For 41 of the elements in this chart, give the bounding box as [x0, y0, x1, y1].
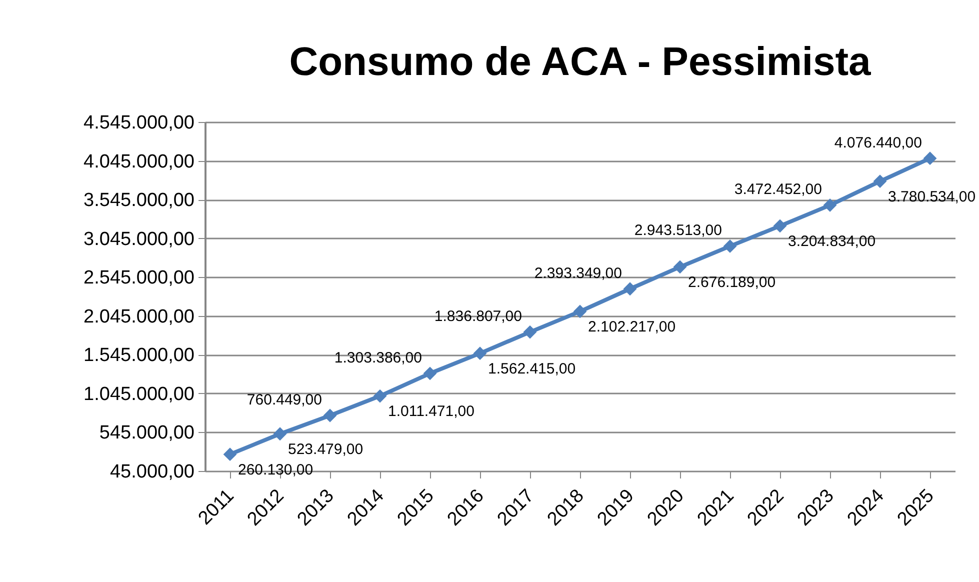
data-label: 1.562.415,00	[488, 360, 576, 378]
point	[823, 198, 837, 212]
data-label: 3.204.834,00	[788, 232, 876, 250]
point	[923, 152, 937, 166]
data-label: 260.130,00	[238, 461, 314, 478]
y-tick-label: 1.545.000,00	[84, 345, 194, 366]
data-label: 1.303.386,00	[334, 349, 422, 366]
y-tick-label: 4.545.000,00	[84, 112, 194, 134]
data-label: 3.472.452,00	[734, 181, 822, 198]
point	[373, 389, 387, 403]
point	[723, 239, 737, 253]
point	[623, 282, 637, 296]
point	[773, 219, 787, 233]
data-label: 4.076.440,00	[834, 134, 922, 152]
data-label: 2.102.217,00	[588, 318, 676, 336]
point	[873, 174, 887, 188]
point	[423, 366, 437, 380]
data-label: 2.676.189,00	[688, 274, 776, 291]
data-label: 3.780.534,00	[888, 188, 976, 206]
point	[673, 260, 687, 274]
data-label: 1.836.807,00	[434, 308, 522, 326]
data-label: 1.011.471,00	[388, 403, 474, 420]
y-tick-label: 1.045.000,00	[84, 384, 194, 405]
point	[273, 427, 287, 441]
data-label: 523.479,00	[288, 440, 364, 458]
y-tick-label: 2.045.000,00	[84, 306, 194, 328]
point	[573, 304, 587, 318]
data-label: 2.943.513,00	[634, 222, 722, 240]
y-tick-label: 3.045.000,00	[84, 228, 194, 250]
data-label: 2.393.349,00	[534, 264, 622, 282]
point	[523, 325, 537, 339]
y-tick-label: 4.045.000,00	[84, 151, 194, 172]
data-label: 760.449,00	[246, 392, 322, 409]
point	[223, 448, 237, 462]
point	[473, 346, 487, 360]
y-tick-label: 2.545.000,00	[84, 268, 194, 289]
point	[323, 408, 337, 422]
y-tick-label: 3.545.000,00	[84, 190, 194, 212]
y-tick-label: 45.000,00	[110, 462, 194, 482]
y-tick-label: 545.000,00	[99, 422, 194, 444]
chart-title: Consumo de ACA - Pessimista	[289, 40, 872, 84]
